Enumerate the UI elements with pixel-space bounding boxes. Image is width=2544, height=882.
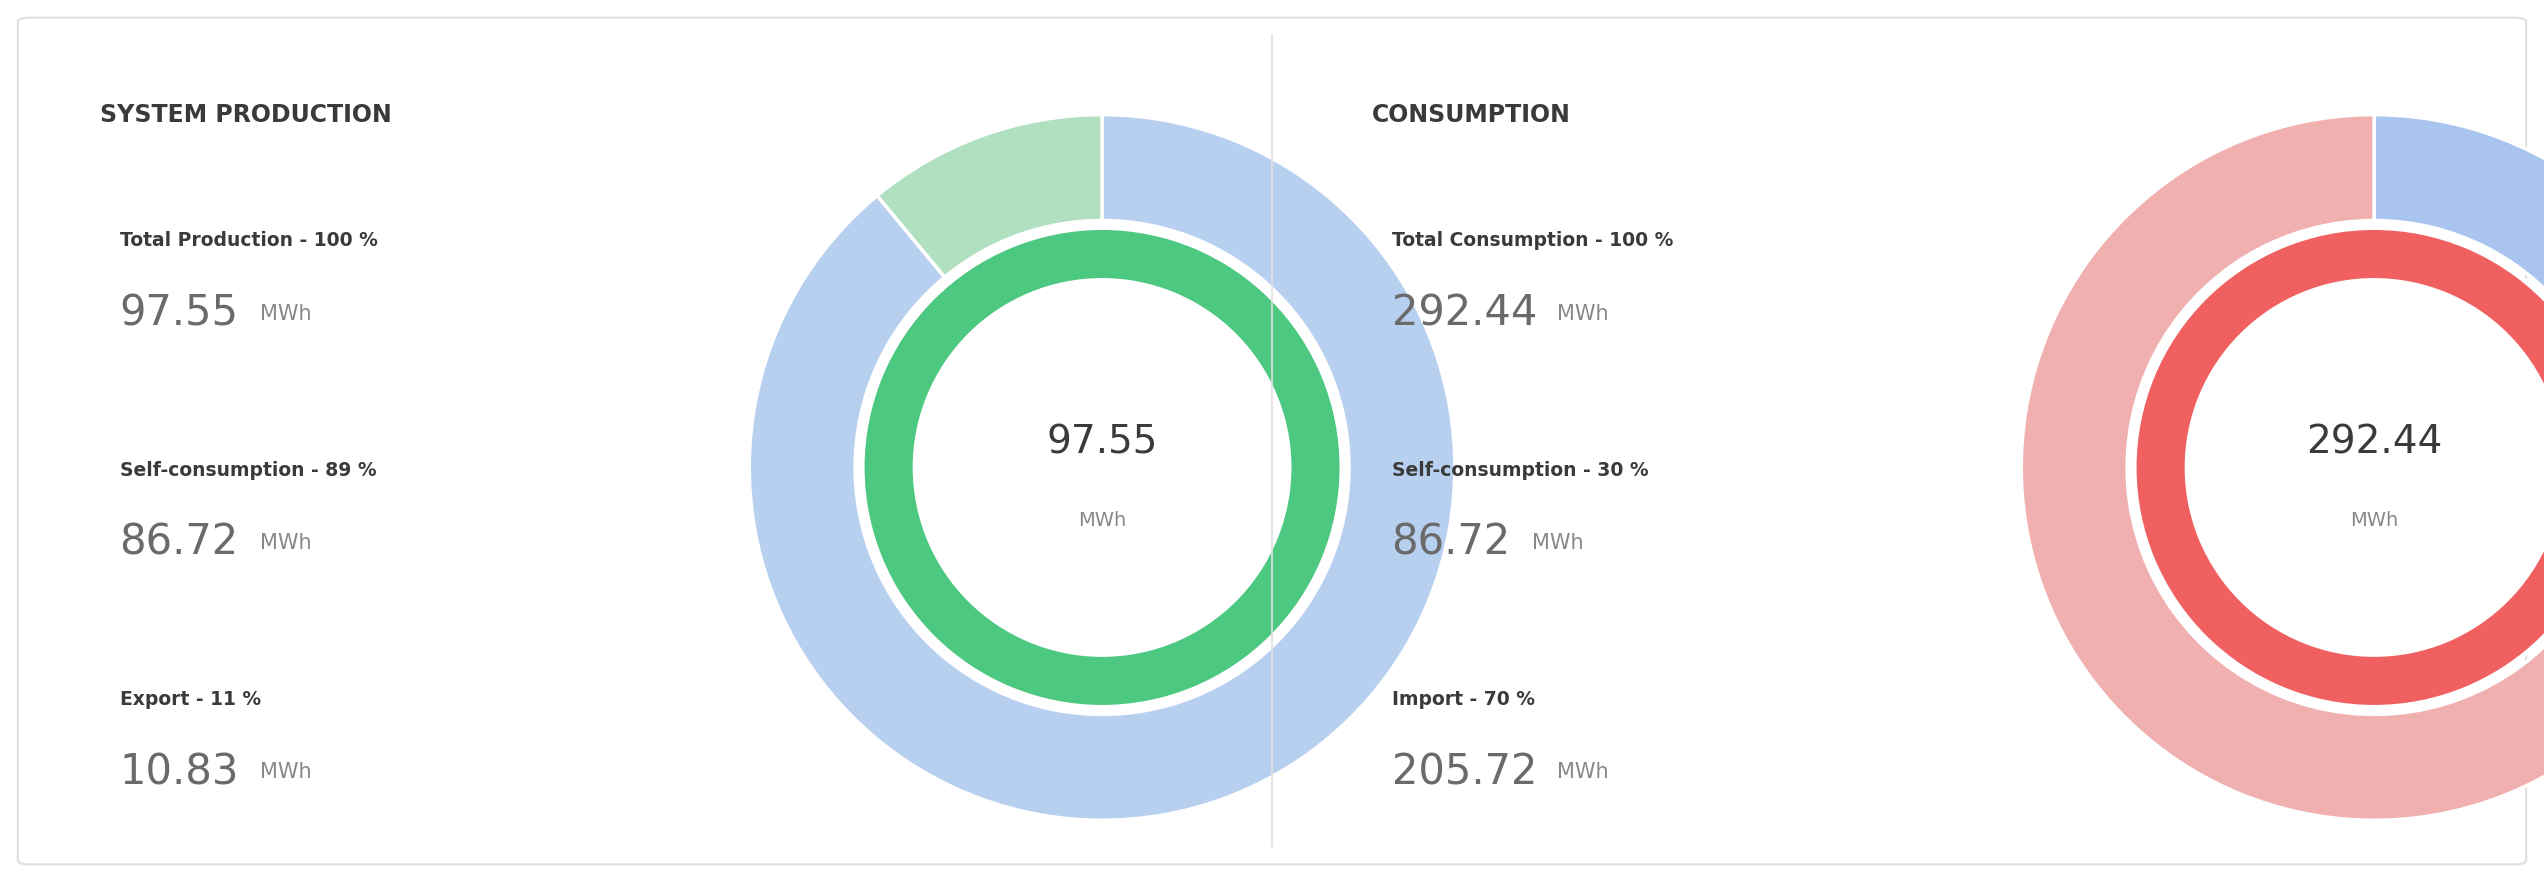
- Text: MWh: MWh: [1079, 511, 1127, 530]
- Text: 205.72: 205.72: [1392, 751, 1537, 793]
- Text: SYSTEM PRODUCTION: SYSTEM PRODUCTION: [99, 102, 392, 127]
- Text: MWh: MWh: [1557, 303, 1608, 324]
- Wedge shape: [878, 115, 1102, 277]
- Text: MWh: MWh: [1531, 533, 1582, 553]
- Text: MWh: MWh: [259, 303, 310, 324]
- Wedge shape: [2022, 115, 2544, 820]
- Wedge shape: [862, 228, 1343, 707]
- Text: 97.55: 97.55: [120, 293, 239, 334]
- Circle shape: [2190, 284, 2544, 651]
- Circle shape: [862, 228, 1343, 707]
- Wedge shape: [2134, 228, 2544, 707]
- Text: MWh: MWh: [259, 762, 310, 782]
- Text: 10.83: 10.83: [120, 751, 239, 793]
- Text: Total Production - 100 %: Total Production - 100 %: [120, 231, 377, 250]
- Text: Export - 11 %: Export - 11 %: [120, 690, 259, 709]
- Text: Self-consumption - 30 %: Self-consumption - 30 %: [1392, 460, 1649, 480]
- Circle shape: [2134, 228, 2544, 707]
- Text: 86.72: 86.72: [120, 522, 239, 564]
- Wedge shape: [2374, 115, 2544, 577]
- Text: MWh: MWh: [1557, 762, 1608, 782]
- Text: MWh: MWh: [259, 533, 310, 553]
- Text: 97.55: 97.55: [1046, 423, 1158, 462]
- Text: Total Consumption - 100 %: Total Consumption - 100 %: [1392, 231, 1674, 250]
- Wedge shape: [750, 115, 1455, 820]
- Text: CONSUMPTION: CONSUMPTION: [1371, 102, 1570, 127]
- Text: 86.72: 86.72: [1392, 522, 1511, 564]
- Text: Import - 70 %: Import - 70 %: [1392, 690, 1534, 709]
- Text: MWh: MWh: [2351, 511, 2399, 530]
- Text: Self-consumption - 89 %: Self-consumption - 89 %: [120, 460, 377, 480]
- Text: 292.44: 292.44: [1392, 293, 1537, 334]
- Text: 292.44: 292.44: [2305, 423, 2442, 462]
- Circle shape: [918, 284, 1285, 651]
